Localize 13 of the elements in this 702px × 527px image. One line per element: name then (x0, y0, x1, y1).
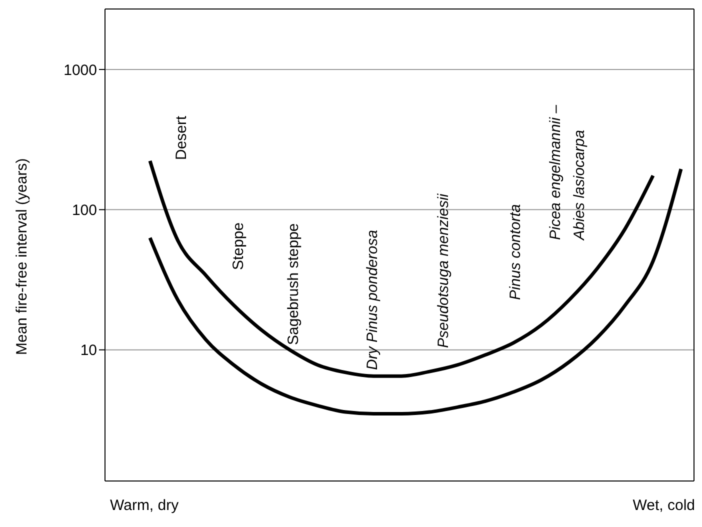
annotation: Sagebrush steppe (285, 223, 302, 345)
y-tick-label: 100 (72, 202, 97, 219)
annotation: Picea engelmannii – Abies lasiocarpa (547, 104, 588, 241)
y-tick-label: 10 (80, 342, 97, 360)
text: Wet, cold (632, 497, 695, 514)
annotation: Dry Pinus ponderosa (364, 230, 381, 370)
annotation: Pseudotsuga menziesii (435, 193, 452, 348)
annotation: Pinus contorta (507, 204, 524, 300)
y-axis-title: Mean fire-free interval (years) (13, 158, 30, 355)
text: Warm, dry (110, 497, 180, 514)
annotation: Desert (173, 114, 190, 160)
y-tick-label: 1000 (64, 62, 97, 79)
annotation: Steppe (230, 222, 247, 270)
